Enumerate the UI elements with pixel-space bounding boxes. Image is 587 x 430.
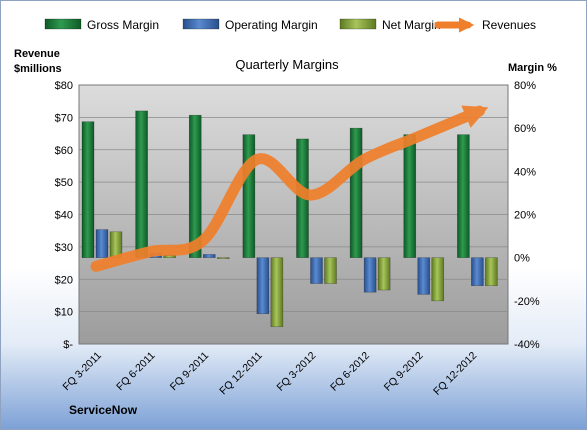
category-label: FQ 9-2011	[168, 350, 212, 394]
left-tick-label: $10	[55, 307, 73, 319]
company-label: ServiceNow	[69, 403, 138, 417]
left-tick-label: $50	[55, 177, 73, 189]
chart-title: Quarterly Margins	[235, 57, 339, 72]
bar-gross-margin	[188, 114, 202, 258]
left-tick-label: $80	[55, 80, 73, 92]
left-tick-label: $70	[55, 112, 73, 124]
bar-gross-margin	[81, 121, 95, 258]
bar-net-margin	[270, 257, 284, 328]
category-label: FQ 3-2011	[61, 350, 105, 394]
category-label: FQ 3-2012	[274, 350, 318, 394]
left-tick-label: $20	[55, 274, 73, 286]
bar-operating-margin	[202, 254, 216, 258]
category-label: FQ 6-2011	[114, 350, 158, 394]
right-tick-label: -20%	[514, 296, 540, 308]
bar-operating-margin	[417, 257, 431, 295]
bar-series	[81, 110, 498, 328]
bar-gross-margin	[403, 134, 417, 258]
legend-label-gross-margin: Gross Margin	[87, 18, 159, 32]
revenue-line	[90, 105, 489, 272]
left-tick-label: $40	[55, 210, 73, 222]
left-axis-title: Revenue $millions	[14, 48, 63, 75]
bar-net-margin	[431, 257, 445, 302]
bar-operating-margin	[363, 257, 377, 293]
right-tick-label: 40%	[514, 166, 536, 178]
bar-gross-margin	[457, 134, 470, 258]
bar-operating-margin	[310, 257, 323, 284]
right-tick-label: 80%	[514, 80, 536, 92]
bar-gross-margin	[349, 127, 363, 258]
bar-net-margin	[163, 255, 176, 258]
right-tick-label: -40%	[514, 339, 540, 351]
bar-net-margin	[109, 231, 123, 258]
bar-net-margin	[485, 257, 498, 287]
right-tick-label: 20%	[514, 210, 536, 222]
bar-net-margin	[324, 257, 337, 284]
category-label: FQ 12-2011	[217, 350, 265, 398]
bar-operating-margin	[256, 257, 270, 315]
legend-label-revenues: Revenues	[482, 18, 536, 32]
bar-gross-margin	[242, 134, 256, 258]
bar-operating-margin	[471, 257, 484, 287]
left-tick-label: $-	[63, 339, 73, 351]
right-axis-title: Margin %	[508, 62, 557, 74]
bar-net-margin	[216, 257, 230, 259]
legend-swatch-operating-margin	[182, 18, 220, 30]
legend-swatch-gross-margin	[44, 18, 82, 30]
legend-label-operating-margin: Operating Margin	[225, 18, 318, 32]
legend-label-net-margin: Net Margin	[382, 18, 441, 32]
category-label: FQ 9-2012	[382, 350, 426, 394]
left-tick-label: $60	[55, 145, 73, 157]
category-label: FQ 6-2012	[328, 350, 372, 394]
category-label: FQ 12-2012	[431, 350, 479, 398]
revenue-line-path	[90, 105, 489, 272]
right-tick-label: 0%	[514, 253, 530, 265]
legend-swatch-net-margin	[339, 18, 377, 30]
right-tick-label: 60%	[514, 123, 536, 135]
bar-gross-margin	[135, 110, 148, 258]
left-tick-label: $30	[55, 242, 73, 254]
bar-operating-margin	[95, 229, 109, 258]
legend: Gross Margin Operating Margin Net Margin Re…	[44, 17, 536, 33]
bar-net-margin	[377, 257, 391, 291]
